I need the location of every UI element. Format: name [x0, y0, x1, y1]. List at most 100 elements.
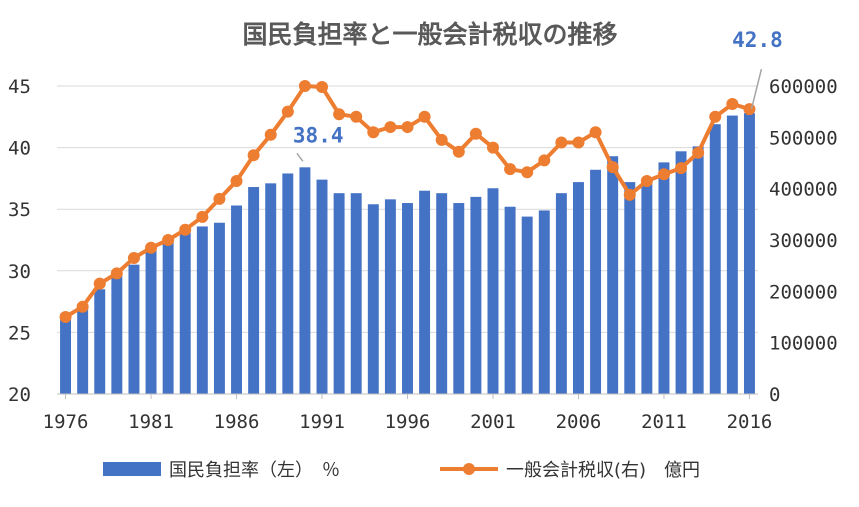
bar — [248, 187, 260, 394]
data-label-peak: 38.4 — [293, 123, 344, 147]
line-series — [59, 80, 756, 323]
line-point — [572, 136, 585, 149]
line-point — [145, 241, 158, 254]
y-left-tick-label: 20 — [8, 384, 31, 406]
bar — [384, 199, 396, 394]
bar — [658, 162, 670, 394]
bar — [555, 193, 567, 394]
axes: 20 25 30 35 40 45 0 100000 200000 300000 400000 500… — [8, 76, 838, 433]
line-point — [452, 145, 465, 158]
bar — [573, 182, 584, 394]
x-tick-label: 1981 — [128, 411, 174, 433]
line-point — [521, 166, 534, 179]
bar — [504, 206, 516, 394]
y-right-tick-label: 300000 — [769, 230, 838, 252]
line-point — [589, 126, 602, 139]
bar — [367, 204, 379, 394]
legend-label-line: 一般会計税収(右) 億円 — [506, 460, 700, 481]
y-left-tick-label: 25 — [8, 322, 31, 344]
bar — [675, 151, 687, 394]
line-point — [196, 210, 209, 223]
line-point — [726, 97, 739, 110]
y-right-tick-label: 600000 — [769, 76, 838, 98]
annotations: 38.4 42.8 — [293, 28, 783, 162]
bar — [299, 167, 311, 394]
y-right-tick-label: 100000 — [769, 333, 838, 355]
line-point — [418, 110, 431, 123]
bar — [145, 248, 157, 394]
line-point — [230, 174, 243, 187]
bar — [607, 156, 619, 394]
x-tick-label: 1986 — [214, 411, 260, 433]
y-left-tick-label: 45 — [8, 76, 31, 98]
line-point — [555, 136, 568, 149]
bar — [196, 226, 208, 394]
bar — [333, 193, 345, 394]
line-point — [692, 146, 705, 159]
line-point — [59, 311, 72, 323]
bar — [213, 222, 225, 394]
x-tick-label: 1996 — [385, 411, 431, 433]
bar — [538, 210, 550, 394]
x-tick-label: 2011 — [641, 411, 687, 433]
line-point — [76, 300, 89, 313]
line-point — [384, 121, 397, 134]
line-point — [401, 121, 414, 134]
bar-series — [60, 113, 755, 395]
bar — [487, 188, 499, 394]
bar — [111, 273, 123, 394]
legend-label-bars: 国民負担率（左） ％ — [169, 460, 340, 481]
bar — [624, 182, 636, 394]
line-point — [162, 234, 175, 246]
bar — [692, 146, 704, 394]
bar — [641, 182, 653, 394]
line-point — [743, 103, 756, 116]
bar — [419, 190, 431, 394]
bar — [521, 216, 533, 394]
bar — [231, 205, 242, 394]
line-point — [298, 80, 311, 92]
bar — [709, 124, 721, 394]
line-point — [367, 126, 380, 139]
line-point — [179, 223, 192, 236]
bar — [316, 179, 328, 394]
callout-leader — [750, 68, 763, 110]
bar — [590, 169, 602, 394]
callout-leader — [296, 152, 304, 162]
line-point — [93, 277, 106, 290]
legend-swatch-bars — [103, 462, 161, 476]
line-point — [623, 188, 636, 201]
line-point — [606, 161, 619, 174]
x-tick-label: 1991 — [299, 411, 345, 433]
line-point — [709, 110, 722, 123]
line-point — [127, 251, 140, 264]
line-point — [316, 81, 329, 94]
bar — [350, 193, 362, 394]
bar — [179, 232, 191, 394]
line-point — [350, 110, 363, 123]
y-right-tick-label: 0 — [769, 384, 780, 406]
x-tick-label: 2001 — [470, 411, 516, 433]
bar — [94, 289, 106, 394]
bar — [77, 304, 89, 394]
bar — [265, 183, 277, 394]
line-point — [435, 133, 448, 146]
line-point — [110, 267, 123, 280]
bar — [726, 115, 738, 395]
line-point — [538, 154, 551, 167]
line-point — [333, 108, 346, 121]
bar — [436, 193, 448, 394]
y-right-tick-label: 200000 — [769, 281, 838, 303]
x-tick-label: 2016 — [727, 411, 773, 433]
line-point — [486, 141, 499, 154]
bar — [282, 173, 294, 394]
line-point — [504, 163, 517, 176]
line-point — [213, 192, 226, 205]
bar — [128, 264, 140, 394]
bar — [162, 240, 174, 394]
y-left-tick-label: 30 — [8, 261, 31, 283]
line-point — [264, 128, 277, 141]
y-right-tick-label: 400000 — [769, 179, 838, 201]
